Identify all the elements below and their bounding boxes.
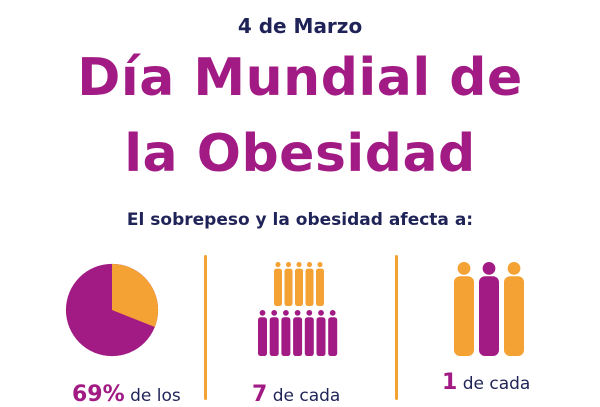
person-icon	[281, 310, 291, 356]
person-icon	[316, 262, 324, 306]
person-icon	[295, 262, 303, 306]
stat-3-value: 1	[442, 370, 458, 395]
stat-2-text: de cada	[267, 386, 341, 406]
stat-obesity-percent: 69% de los	[72, 382, 181, 407]
title-line-2: la Obesidad	[124, 124, 476, 184]
person-icon	[269, 310, 279, 356]
people-trio-icon	[454, 262, 524, 356]
person-icon	[504, 262, 524, 356]
person-icon	[316, 310, 326, 356]
person-icon	[293, 310, 303, 356]
person-icon	[328, 310, 338, 356]
divider-left	[204, 255, 207, 400]
person-icon	[284, 262, 293, 306]
divider-right	[395, 255, 398, 400]
person-icon	[305, 262, 314, 306]
stat-3-text: de cada	[457, 374, 531, 394]
people-group-icon	[258, 262, 338, 356]
stat-2-value: 7	[252, 382, 268, 407]
person-icon	[274, 262, 282, 306]
people-group-bottom	[258, 310, 338, 356]
stat-1-text: de los	[124, 386, 181, 406]
person-icon	[258, 310, 267, 356]
person-icon	[479, 262, 499, 356]
stat-seven-of: 7 de cada	[252, 382, 340, 407]
people-trio	[454, 262, 524, 356]
pie-slice-orange	[112, 263, 159, 327]
person-icon	[454, 262, 474, 356]
pie-chart-icon	[65, 263, 159, 357]
stat-one-of: 1 de cada	[442, 370, 530, 395]
stat-1-value: 69%	[72, 382, 125, 407]
title-line-1: Día Mundial de	[77, 48, 523, 108]
date-label: 4 de Marzo	[237, 14, 363, 38]
people-group-top	[274, 262, 324, 306]
subtitle: El sobrepeso y la obesidad afecta a:	[126, 210, 474, 230]
person-icon	[304, 310, 314, 356]
